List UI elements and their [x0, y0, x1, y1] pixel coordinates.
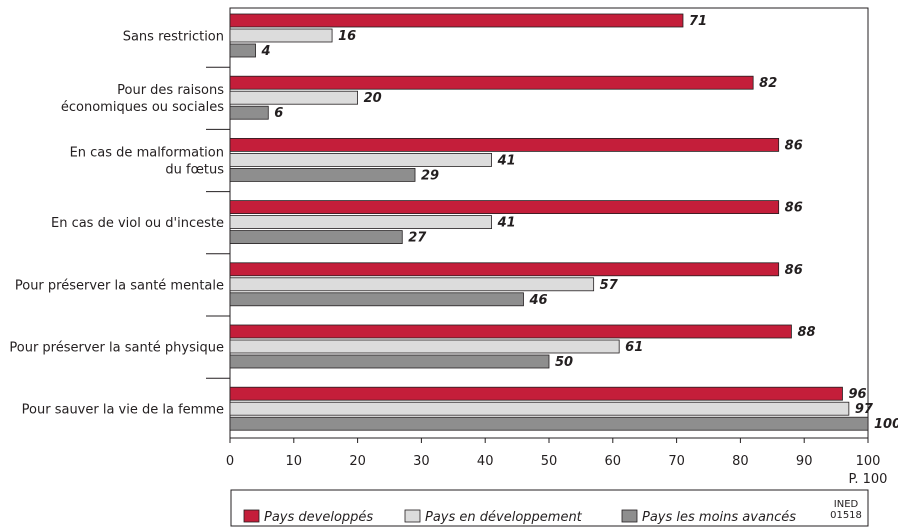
bar — [229, 324, 792, 339]
data-label: 50 — [555, 355, 573, 370]
data-label: 29 — [421, 168, 439, 183]
legend-label: Pays les moins avancés — [642, 510, 796, 525]
legend-label: Pays developpés — [264, 510, 373, 525]
data-label: 16 — [338, 29, 356, 44]
category-label: Pour préserver la santé physique — [9, 341, 224, 356]
bar — [229, 28, 333, 43]
data-label: 57 — [600, 278, 619, 293]
bar — [229, 292, 524, 307]
data-label: 4 — [261, 44, 271, 59]
category-label: Sans restriction — [123, 30, 224, 45]
category-label: Pour préserver la santé mentale — [15, 278, 224, 293]
data-label: 61 — [625, 340, 643, 355]
data-label: 86 — [785, 138, 803, 153]
bar — [229, 152, 492, 167]
x-tick-label: 30 — [413, 454, 430, 469]
data-label: 82 — [759, 76, 777, 91]
data-label: 20 — [364, 91, 382, 106]
legend-swatch — [621, 509, 638, 523]
bar — [229, 339, 620, 354]
x-tick-label: 50 — [541, 454, 558, 469]
data-label: 86 — [785, 201, 803, 216]
data-label: 41 — [497, 153, 516, 168]
x-tick-label: 0 — [226, 454, 234, 469]
x-tick-label: 100 — [856, 454, 881, 469]
data-label: 97 — [855, 402, 874, 417]
x-tick-label: 10 — [286, 454, 303, 469]
x-tick-label: 80 — [732, 454, 749, 469]
x-tick-label: 70 — [668, 454, 685, 469]
legend-box — [230, 489, 869, 527]
data-label: 88 — [797, 325, 815, 340]
data-label: 96 — [848, 387, 866, 402]
category-label: En cas de malformation — [70, 145, 224, 160]
x-axis-unit-label: P. 100 — [849, 472, 888, 487]
bar — [229, 167, 416, 182]
x-tick-label: 40 — [477, 454, 494, 469]
bar — [229, 401, 850, 416]
x-tick-label: 20 — [349, 454, 366, 469]
bar — [229, 75, 754, 90]
x-tick-label: 60 — [605, 454, 622, 469]
data-label: 100 — [874, 417, 898, 432]
bar — [229, 230, 403, 245]
bar — [229, 386, 843, 401]
bar — [229, 416, 869, 431]
bar — [229, 200, 780, 215]
legend-label: Pays en développement — [425, 510, 583, 525]
data-label: 71 — [689, 14, 707, 29]
credit-label: 01518 — [830, 510, 862, 521]
category-label: En cas de viol ou d'inceste — [51, 216, 224, 231]
legend-swatch — [243, 509, 260, 523]
category-label: Pour des raisons — [117, 83, 224, 98]
category-label: Pour sauver la vie de la femme — [22, 403, 224, 418]
bar — [229, 13, 684, 28]
category-label: économiques ou sociales — [61, 100, 224, 115]
x-tick-label: 90 — [796, 454, 813, 469]
bar — [229, 215, 492, 230]
credit-label: INED — [834, 499, 859, 510]
legend: Pays developpés Pays en développement Pays… — [230, 489, 869, 527]
bar — [229, 43, 256, 58]
bar — [229, 262, 780, 277]
bar — [229, 90, 358, 105]
data-label: 6 — [274, 106, 283, 121]
data-label: 46 — [528, 293, 547, 308]
data-label: 86 — [785, 263, 803, 278]
bar — [229, 137, 780, 152]
bar — [229, 105, 269, 120]
category-label: du fœtus — [165, 162, 224, 177]
bar — [229, 277, 595, 292]
bar — [229, 354, 550, 369]
legend-swatch — [404, 509, 421, 523]
data-label: 27 — [408, 231, 427, 246]
plot-area: 71 16 4 Sans restriction 82 20 6 Pour des raiso… — [9, 7, 898, 487]
data-label: 41 — [497, 216, 516, 231]
